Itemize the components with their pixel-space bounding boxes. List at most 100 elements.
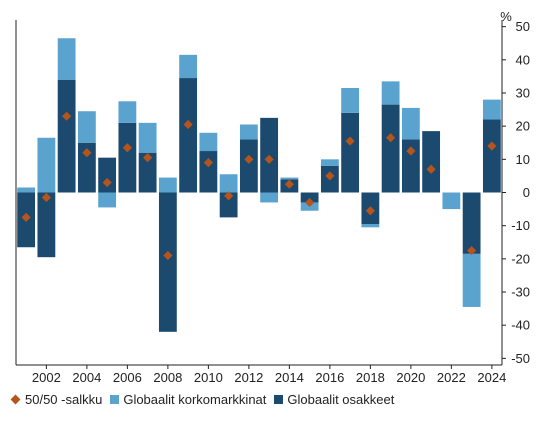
marker-portfolio <box>305 197 315 208</box>
bar-bonds <box>482 99 501 120</box>
marker-portfolio <box>406 146 416 156</box>
bar-bonds <box>77 111 96 143</box>
legend-item-bonds: Globaalit korkomarkkinat <box>110 392 266 407</box>
marker-portfolio <box>21 212 31 222</box>
bar-equities <box>199 151 218 193</box>
bar-bonds <box>17 187 36 193</box>
marker-portfolio <box>386 133 396 143</box>
y-axis-unit: % <box>500 9 512 24</box>
bar-bonds <box>199 132 218 152</box>
bar-equities <box>482 119 501 193</box>
bar-equities <box>98 157 117 193</box>
bar-bonds <box>98 192 117 208</box>
x-tick-label: 2024 <box>477 370 506 385</box>
y-tick-label: -10 <box>511 218 530 233</box>
marker-portfolio <box>41 192 51 203</box>
bar-bonds <box>260 192 279 203</box>
bar-equities <box>138 152 157 193</box>
bar-equities <box>179 78 198 193</box>
legend-square-icon <box>274 395 284 404</box>
marker-portfolio <box>244 154 254 164</box>
legend-label-bonds: Globaalit korkomarkkinat <box>123 392 267 407</box>
y-tick-label: 40 <box>516 52 530 67</box>
bar-bonds <box>442 192 461 210</box>
bar-bonds <box>57 38 76 80</box>
legend-diamond-icon <box>10 394 21 405</box>
legend-item-portfolio: 50/50 -salkku <box>10 392 102 407</box>
bar-bonds <box>341 88 360 113</box>
x-tick-label: 2014 <box>275 370 304 385</box>
bar-equities <box>300 192 319 203</box>
marker-portfolio <box>345 136 355 146</box>
bar-bonds <box>118 101 137 123</box>
legend-label-equities: Globaalit osakkeet <box>287 392 395 407</box>
marker-portfolio <box>62 111 72 121</box>
x-tick-label: 2018 <box>356 370 385 385</box>
marker-portfolio <box>426 164 436 174</box>
markers-layer <box>21 111 497 261</box>
bar-bonds <box>138 122 157 153</box>
marker-portfolio <box>122 143 132 153</box>
legend: 50/50 -salkku Globaalit korkomarkkinat G… <box>10 392 402 407</box>
marker-portfolio <box>487 141 497 151</box>
y-tick-label: -20 <box>511 251 530 266</box>
marker-portfolio <box>467 245 477 256</box>
y-tick-label: -40 <box>511 318 530 333</box>
x-tick-label: 2010 <box>194 370 223 385</box>
bar-bonds <box>361 224 380 228</box>
bar-equities <box>462 192 481 254</box>
y-tick-label: 30 <box>516 85 530 100</box>
legend-label-portfolio: 50/50 -salkku <box>25 392 103 407</box>
marker-portfolio <box>143 153 153 163</box>
marker-portfolio <box>284 179 294 189</box>
marker-portfolio <box>365 206 375 216</box>
marker-portfolio <box>183 119 193 130</box>
marker-portfolio <box>224 191 234 201</box>
bar-bonds <box>179 54 198 79</box>
bar-bonds <box>219 174 238 193</box>
bar-bonds <box>320 159 339 166</box>
marker-portfolio <box>82 148 92 158</box>
marker-portfolio <box>325 171 335 181</box>
bar-bonds <box>401 107 420 140</box>
bar-equities <box>118 122 137 193</box>
bar-bonds <box>37 137 56 193</box>
y-tick-label: -50 <box>511 351 530 366</box>
bar-bonds <box>462 253 481 307</box>
bar-equities <box>37 192 56 258</box>
y-tick-label: 20 <box>516 119 530 134</box>
bar-equities <box>158 192 177 332</box>
x-tick-label: 2002 <box>32 370 61 385</box>
bar-bonds <box>280 177 299 180</box>
bar-equities <box>401 139 420 193</box>
x-tick-label: 2020 <box>396 370 425 385</box>
x-tick-label: 2004 <box>72 370 101 385</box>
marker-portfolio <box>163 250 173 261</box>
x-tick-label: 2006 <box>113 370 142 385</box>
bar-equities <box>381 104 400 193</box>
y-tick-label: -30 <box>511 285 530 300</box>
bar-equities <box>422 131 441 193</box>
bar-bonds <box>158 177 177 193</box>
y-tick-label: 0 <box>523 185 530 200</box>
bar-equities <box>239 139 258 193</box>
bar-equities <box>57 79 76 193</box>
x-tick-label: 2008 <box>153 370 182 385</box>
y-tick-label: 10 <box>516 152 530 167</box>
x-tick-label: 2016 <box>315 370 344 385</box>
bar-bonds <box>239 124 258 140</box>
marker-portfolio <box>264 154 274 164</box>
legend-square-icon <box>110 395 120 404</box>
bars-layer <box>17 38 501 332</box>
bar-bonds <box>381 81 400 105</box>
bar-equities <box>219 192 238 218</box>
x-tick-label: 2022 <box>437 370 466 385</box>
bar-equities <box>77 142 96 193</box>
legend-item-equities: Globaalit osakkeet <box>274 392 394 407</box>
marker-portfolio <box>203 158 213 168</box>
x-tick-label: 2012 <box>234 370 263 385</box>
bar-equities <box>341 112 360 193</box>
y-tick-label: 50 <box>516 19 530 34</box>
